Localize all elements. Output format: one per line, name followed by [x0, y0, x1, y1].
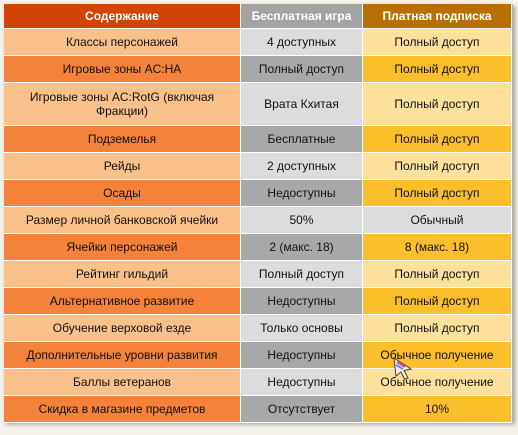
row-paid-cell: Полный доступ: [363, 315, 512, 342]
row-paid-cell: Полный доступ: [363, 29, 512, 56]
row-paid-cell: Полный доступ: [363, 288, 512, 315]
row-content-cell: Обучение верховой езде: [4, 315, 241, 342]
row-free-cell: Недоступны: [241, 342, 363, 369]
row-paid-cell: Полный доступ: [363, 180, 512, 207]
row-content-cell: Баллы ветеранов: [4, 369, 241, 396]
row-content-cell: Ячейки персонажей: [4, 234, 241, 261]
row-paid-cell: Полный доступ: [363, 83, 512, 126]
table-header-row: Содержание Бесплатная игра Платная подпи…: [4, 4, 512, 29]
row-content-cell: Размер личной банковской ячейки: [4, 207, 241, 234]
row-free-cell: Полный доступ: [241, 56, 363, 83]
row-free-cell: Недоступны: [241, 180, 363, 207]
row-paid-cell: Полный доступ: [363, 56, 512, 83]
comparison-table-container: Содержание Бесплатная игра Платная подпи…: [4, 4, 513, 423]
table-row: Осады Недоступны Полный доступ: [4, 180, 512, 207]
table-row: Обучение верховой езде Только основы Пол…: [4, 315, 512, 342]
row-paid-cell: Обычное получение: [363, 342, 512, 369]
table-row: Игровые зоны AC:RotG (включая Фракции) В…: [4, 83, 512, 126]
row-content-cell: Альтернативное развитие: [4, 288, 241, 315]
subscription-comparison-table: Содержание Бесплатная игра Платная подпи…: [4, 4, 512, 423]
row-content-cell: Дополнительные уровни развития: [4, 342, 241, 369]
row-content-cell: Игровые зоны AC:HA: [4, 56, 241, 83]
table-row: Скидка в магазине предметов Отсутствует …: [4, 396, 512, 423]
row-content-cell: Скидка в магазине предметов: [4, 396, 241, 423]
table-row: Подземелья Бесплатные Полный доступ: [4, 126, 512, 153]
row-content-text: Игровые зоны AC:RotG (включая Фракции): [29, 90, 215, 118]
table-row: Классы персонажей 4 доступных Полный дос…: [4, 29, 512, 56]
row-free-cell: 2 (макс. 18): [241, 234, 363, 261]
row-free-cell: Врата Кхитая: [241, 83, 363, 126]
row-content-cell: Классы персонажей: [4, 29, 241, 56]
table-row: Рейды 2 доступных Полный доступ: [4, 153, 512, 180]
header-free-play: Бесплатная игра: [241, 4, 363, 29]
row-paid-cell: Полный доступ: [363, 126, 512, 153]
row-free-cell: Недоступны: [241, 369, 363, 396]
row-free-cell: Отсутствует: [241, 396, 363, 423]
row-paid-cell: Обычный: [363, 207, 512, 234]
row-paid-cell: Полный доступ: [363, 153, 512, 180]
row-paid-cell: 10%: [363, 396, 512, 423]
row-content-cell: Подземелья: [4, 126, 241, 153]
row-free-cell: Полный доступ: [241, 261, 363, 288]
row-paid-cell: Полный доступ: [363, 261, 512, 288]
table-row: Размер личной банковской ячейки 50% Обыч…: [4, 207, 512, 234]
table-row: Дополнительные уровни развития Недоступн…: [4, 342, 512, 369]
table-row: Рейтинг гильдий Полный доступ Полный дос…: [4, 261, 512, 288]
row-free-cell: Только основы: [241, 315, 363, 342]
header-paid-subscription: Платная подписка: [363, 4, 512, 29]
row-free-cell: 4 доступных: [241, 29, 363, 56]
table-row: Альтернативное развитие Недоступны Полны…: [4, 288, 512, 315]
row-paid-cell: 8 (макс. 18): [363, 234, 512, 261]
table-row: Баллы ветеранов Недоступны Обычное получ…: [4, 369, 512, 396]
row-paid-cell: Обычное получение: [363, 369, 512, 396]
row-free-cell: Бесплатные: [241, 126, 363, 153]
row-content-cell: Рейды: [4, 153, 241, 180]
row-free-cell: 50%: [241, 207, 363, 234]
row-free-cell: 2 доступных: [241, 153, 363, 180]
row-content-cell: Осады: [4, 180, 241, 207]
row-free-cell: Недоступны: [241, 288, 363, 315]
header-content: Содержание: [4, 4, 241, 29]
table-row: Ячейки персонажей 2 (макс. 18) 8 (макс. …: [4, 234, 512, 261]
row-content-cell: Игровые зоны AC:RotG (включая Фракции): [4, 83, 241, 126]
table-row: Игровые зоны AC:HA Полный доступ Полный …: [4, 56, 512, 83]
row-content-cell: Рейтинг гильдий: [4, 261, 241, 288]
